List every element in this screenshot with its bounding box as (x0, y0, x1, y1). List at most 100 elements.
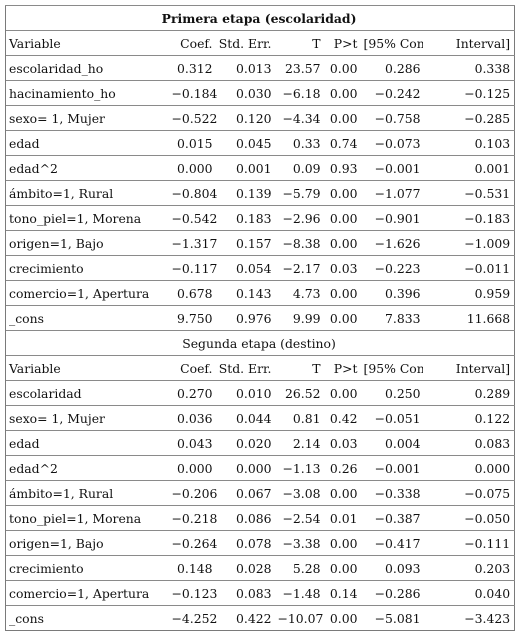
header-variable: Variable (5, 30, 170, 56)
cell-coef: −0.542 (169, 205, 217, 231)
header-ci-lower: [95% Conf. (361, 30, 423, 56)
cell-std-err: 0.044 (216, 405, 276, 431)
cell-coef: 9.750 (169, 305, 217, 331)
cell-coef: −0.123 (169, 580, 217, 606)
cell-coef: 0.312 (169, 55, 217, 81)
cell-variable: tono_piel=1, Morena (5, 205, 170, 231)
cell-ci-lower: −0.417 (361, 530, 423, 556)
cell-p-value: 0.14 (324, 580, 362, 606)
cell-t-stat: −6.18 (275, 80, 325, 106)
cell-t-stat: −8.38 (275, 230, 325, 256)
table-row: escolaridad_ho 0.312 0.013 23.57 0.00 0.286 0.… (5, 55, 515, 81)
cell-variable: sexo= 1, Mujer (5, 405, 170, 431)
cell-variable: _cons (5, 605, 170, 631)
cell-t-stat: 5.28 (275, 555, 325, 581)
table-row: crecimiento −0.117 0.054 −2.17 0.03 −0.223 −0.… (5, 255, 515, 281)
cell-std-err: 0.020 (216, 430, 276, 456)
cell-std-err: 0.030 (216, 80, 276, 106)
cell-variable: sexo= 1, Mujer (5, 105, 170, 131)
cell-ci-upper: 0.122 (422, 405, 515, 431)
panel-title: Primera etapa (escolaridad) (4, 5, 515, 31)
cell-ci-lower: −0.338 (361, 480, 423, 506)
cell-coef: −0.264 (169, 530, 217, 556)
cell-p-value: 0.00 (324, 380, 362, 406)
cell-t-stat: −1.13 (275, 455, 325, 481)
cell-std-err: 0.086 (216, 505, 276, 531)
cell-t-stat: −3.08 (275, 480, 325, 506)
cell-ci-lower: −0.001 (361, 455, 423, 481)
cell-t-stat: 0.81 (275, 405, 325, 431)
cell-ci-lower: −0.242 (361, 80, 423, 106)
cell-ci-upper: −0.075 (422, 480, 515, 506)
header-coef: Coef. (169, 355, 217, 381)
cell-t-stat: 0.33 (275, 130, 325, 156)
table-row: edad 0.043 0.020 2.14 0.03 0.004 0.083 (5, 430, 515, 456)
cell-ci-lower: −0.001 (361, 155, 423, 181)
cell-coef: −0.218 (169, 505, 217, 531)
cell-ci-lower: 0.093 (361, 555, 423, 581)
cell-std-err: 0.120 (216, 105, 276, 131)
cell-ci-upper: 0.040 (422, 580, 515, 606)
cell-std-err: 0.000 (216, 455, 276, 481)
cell-variable: escolaridad_ho (5, 55, 170, 81)
cell-p-value: 0.00 (324, 530, 362, 556)
table-row: ámbito=1, Rural −0.206 0.067 −3.08 0.00 −0.33… (5, 480, 515, 506)
cell-ci-lower: −1.077 (361, 180, 423, 206)
cell-ci-lower: 0.250 (361, 380, 423, 406)
cell-variable: edad^2 (5, 155, 170, 181)
cell-t-stat: −2.96 (275, 205, 325, 231)
table-row: origen=1, Bajo −1.317 0.157 −8.38 0.00 −1.626… (5, 230, 515, 256)
cell-ci-lower: −0.073 (361, 130, 423, 156)
cell-t-stat: 2.14 (275, 430, 325, 456)
cell-p-value: 0.74 (324, 130, 362, 156)
cell-variable: origen=1, Bajo (5, 230, 170, 256)
cell-coef: −0.184 (169, 80, 217, 106)
cell-ci-lower: 0.004 (361, 430, 423, 456)
table-row: hacinamiento_ho −0.184 0.030 −6.18 0.00 −0.24… (5, 80, 515, 106)
cell-std-err: 0.013 (216, 55, 276, 81)
cell-p-value: 0.00 (324, 180, 362, 206)
cell-coef: 0.678 (169, 280, 217, 306)
cell-p-value: 0.00 (324, 555, 362, 581)
table-row: ámbito=1, Rural −0.804 0.139 −5.79 0.00 −1.07… (5, 180, 515, 206)
table-row: edad^2 0.000 0.001 0.09 0.93 −0.001 0.001 (5, 155, 515, 181)
cell-coef: −0.804 (169, 180, 217, 206)
cell-t-stat: −4.34 (275, 105, 325, 131)
cell-p-value: 0.03 (324, 430, 362, 456)
cell-p-value: 0.93 (324, 155, 362, 181)
cell-p-value: 0.00 (324, 305, 362, 331)
cell-ci-lower: −0.223 (361, 255, 423, 281)
cell-p-value: 0.00 (324, 105, 362, 131)
table-row: edad 0.015 0.045 0.33 0.74 −0.073 0.103 (5, 130, 515, 156)
header-variable: Variable (5, 355, 170, 381)
table-row: comercio=1, Apertura −0.123 0.083 −1.48 0.14… (5, 580, 515, 606)
table-row: edad^2 0.000 0.000 −1.13 0.26 −0.001 0.000 (5, 455, 515, 481)
table-row: escolaridad 0.270 0.010 26.52 0.00 0.250 0.289 (5, 380, 515, 406)
cell-std-err: 0.067 (216, 480, 276, 506)
cell-variable: ámbito=1, Rural (5, 180, 170, 206)
cell-t-stat: 4.73 (275, 280, 325, 306)
cell-variable: crecimiento (5, 255, 170, 281)
cell-ci-upper: 0.338 (422, 55, 515, 81)
cell-std-err: 0.083 (216, 580, 276, 606)
cell-ci-lower: 0.396 (361, 280, 423, 306)
cell-ci-upper: −3.423 (422, 605, 515, 631)
cell-coef: −4.252 (169, 605, 217, 631)
cell-p-value: 0.00 (324, 55, 362, 81)
table-row: _cons −4.252 0.422 −10.07 0.00 −5.081 −3.423 (5, 605, 515, 631)
cell-t-stat: −10.07 (275, 605, 325, 631)
header-ci-upper: Interval] (422, 30, 515, 56)
cell-ci-lower: −0.051 (361, 405, 423, 431)
cell-ci-lower: −0.286 (361, 580, 423, 606)
regression-table: Primera etapa (escolaridad) Variable Coef.… (4, 5, 516, 631)
cell-variable: hacinamiento_ho (5, 80, 170, 106)
cell-coef: −0.117 (169, 255, 217, 281)
cell-coef: −1.317 (169, 230, 217, 256)
cell-std-err: 0.078 (216, 530, 276, 556)
table-row: tono_piel=1, Morena −0.542 0.183 −2.96 0.00−… (5, 205, 515, 231)
header-std-err: Std. Err. (216, 30, 276, 56)
table-row: tono_piel=1, Morena −0.218 0.086 −2.54 0.01−… (5, 505, 515, 531)
cell-ci-lower: −0.901 (361, 205, 423, 231)
cell-ci-upper: 0.001 (422, 155, 515, 181)
cell-ci-lower: −1.626 (361, 230, 423, 256)
